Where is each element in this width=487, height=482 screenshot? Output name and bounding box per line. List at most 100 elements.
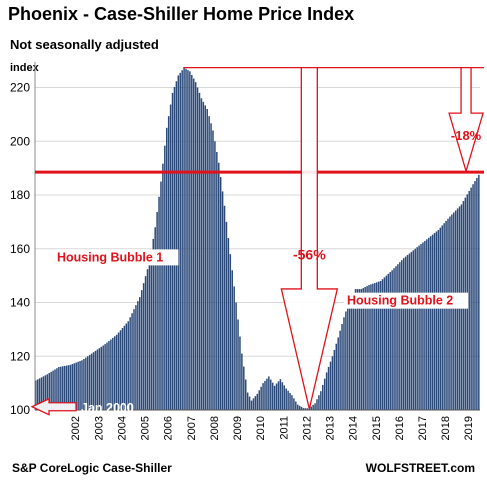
source-note: S&P CoreLogic Case-Shiller xyxy=(12,461,172,475)
bar xyxy=(281,382,284,410)
bar xyxy=(454,210,457,410)
bar xyxy=(262,383,264,410)
bar xyxy=(85,357,87,410)
bar xyxy=(48,373,50,410)
bar xyxy=(335,343,338,410)
bar xyxy=(148,262,151,410)
bar xyxy=(229,254,232,410)
bar xyxy=(472,184,474,410)
bar xyxy=(377,281,380,410)
bar xyxy=(414,248,417,410)
bar xyxy=(162,163,164,410)
bar xyxy=(308,408,311,410)
bar xyxy=(422,242,424,410)
bar xyxy=(391,270,393,410)
bar xyxy=(424,240,426,410)
bar xyxy=(289,392,291,410)
start-arrow xyxy=(30,397,77,416)
bar xyxy=(212,130,214,410)
bar xyxy=(131,313,133,410)
bar xyxy=(287,390,289,410)
x-tick-label: 2009 xyxy=(232,416,244,440)
bar xyxy=(58,367,60,410)
x-tick-label: 2017 xyxy=(417,416,429,440)
bar xyxy=(314,403,316,410)
bar xyxy=(146,269,149,410)
bar xyxy=(323,378,326,410)
bar xyxy=(254,396,257,410)
x-tick-label: 2011 xyxy=(278,416,290,440)
bar xyxy=(362,288,364,410)
bar xyxy=(439,227,442,410)
bar xyxy=(295,401,297,410)
bar xyxy=(474,181,476,410)
bar xyxy=(127,321,129,410)
y-tick-label: 180 xyxy=(10,188,30,202)
bubble-1-label-bg xyxy=(54,249,179,266)
bar xyxy=(360,289,363,410)
bar xyxy=(449,216,451,410)
bar xyxy=(370,284,372,410)
bar xyxy=(258,390,260,410)
bar xyxy=(443,223,445,410)
bar xyxy=(304,408,307,410)
bar xyxy=(175,81,178,411)
bar xyxy=(270,379,272,410)
drop-arrow-18 xyxy=(448,66,484,174)
bar xyxy=(50,371,52,410)
bar xyxy=(341,324,343,410)
x-tick-label: 2019 xyxy=(463,416,475,440)
y-tick-label: 160 xyxy=(10,242,30,256)
bar xyxy=(129,317,131,410)
bar xyxy=(196,87,199,410)
bar xyxy=(410,251,413,410)
bar xyxy=(381,279,384,410)
bar xyxy=(60,366,62,410)
bar xyxy=(77,361,79,410)
bar xyxy=(173,87,176,410)
bar xyxy=(325,372,328,410)
bar xyxy=(395,266,397,410)
x-tick-label: 2007 xyxy=(186,416,198,440)
bar xyxy=(356,289,359,410)
bar xyxy=(135,305,137,410)
bar xyxy=(121,328,124,410)
bar xyxy=(179,72,181,410)
bar xyxy=(183,67,185,411)
bar xyxy=(364,287,366,410)
bar xyxy=(296,404,299,410)
x-tick-label: 2008 xyxy=(209,416,221,440)
bar xyxy=(56,368,58,410)
x-tick-label: 2015 xyxy=(371,416,383,440)
y-tick-label: 200 xyxy=(10,134,30,148)
bar xyxy=(331,356,334,410)
bar xyxy=(298,405,301,410)
bar xyxy=(320,391,322,410)
bar xyxy=(404,256,407,410)
bar xyxy=(389,272,391,410)
bar xyxy=(227,238,230,410)
drop-arrow-56 xyxy=(280,66,339,410)
bar xyxy=(385,275,388,410)
y-tick-label: 120 xyxy=(10,349,30,363)
bar xyxy=(142,283,145,410)
bar xyxy=(206,109,208,410)
chart-subtitle: Not seasonally adjusted xyxy=(10,37,159,52)
bar xyxy=(246,392,249,410)
bar xyxy=(123,325,126,410)
x-tick-label: 2016 xyxy=(394,416,406,440)
bar xyxy=(349,299,351,410)
bar xyxy=(237,319,239,410)
bar xyxy=(468,190,470,410)
bar xyxy=(277,381,280,410)
bar xyxy=(429,236,432,410)
bar xyxy=(221,191,224,410)
bar xyxy=(218,162,220,410)
bar xyxy=(144,276,147,410)
bar xyxy=(418,245,420,410)
bar xyxy=(256,393,259,410)
bar xyxy=(244,379,247,410)
brand-label: WOLFSTREET.com xyxy=(365,461,475,475)
bar xyxy=(187,70,189,410)
